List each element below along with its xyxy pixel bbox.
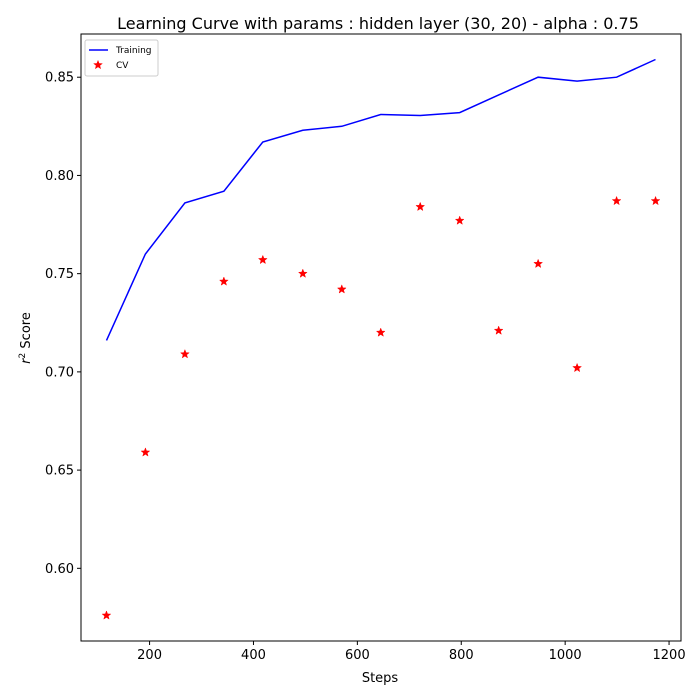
cv-point	[336, 284, 347, 294]
cv-point	[297, 268, 308, 278]
cv-point	[611, 195, 622, 206]
cv-point	[533, 258, 544, 269]
cv-point	[415, 201, 426, 212]
x-tick-label: 800	[449, 648, 474, 663]
chart-title: Learning Curve with params : hidden laye…	[117, 14, 639, 33]
cv-point	[493, 325, 504, 335]
y-tick-label: 0.65	[45, 464, 74, 479]
cv-point	[140, 447, 151, 457]
cv-point	[375, 327, 386, 337]
legend-training-label: Training	[115, 46, 152, 56]
y-axis-label-rest: Score	[19, 312, 34, 353]
training-line	[105, 58, 656, 341]
x-axis-label: Steps	[362, 671, 399, 686]
x-tick-label: 400	[241, 648, 266, 663]
y-axis-label-var: r	[19, 357, 34, 364]
cv-point	[650, 195, 661, 206]
x-tick-label: 200	[137, 648, 162, 663]
cv-point	[101, 610, 112, 620]
y-axis-label-sup: 2	[18, 353, 28, 359]
cv-point	[257, 254, 268, 265]
legend: Training CV	[84, 39, 159, 77]
y-tick-label: 0.60	[45, 562, 74, 577]
cv-point	[572, 362, 583, 373]
y-axis-label: r2 Score	[18, 312, 34, 364]
y-tick-label: 0.85	[45, 71, 74, 86]
x-tick-label: 1000	[549, 648, 582, 663]
y-tick-label: 0.75	[45, 267, 74, 282]
y-tick-label: 0.70	[45, 365, 74, 380]
plot-frame	[80, 33, 682, 642]
legend-cv-label: CV	[116, 61, 129, 71]
plot-area	[81, 34, 681, 641]
x-tick-label: 1200	[653, 648, 686, 663]
y-tick-label: 0.80	[45, 169, 74, 184]
legend-cv-swatch	[93, 59, 103, 70]
legend-box	[84, 39, 159, 77]
cv-point	[179, 348, 190, 359]
x-tick-label: 600	[345, 648, 370, 663]
cv-point	[454, 215, 465, 225]
cv-point	[218, 276, 229, 286]
